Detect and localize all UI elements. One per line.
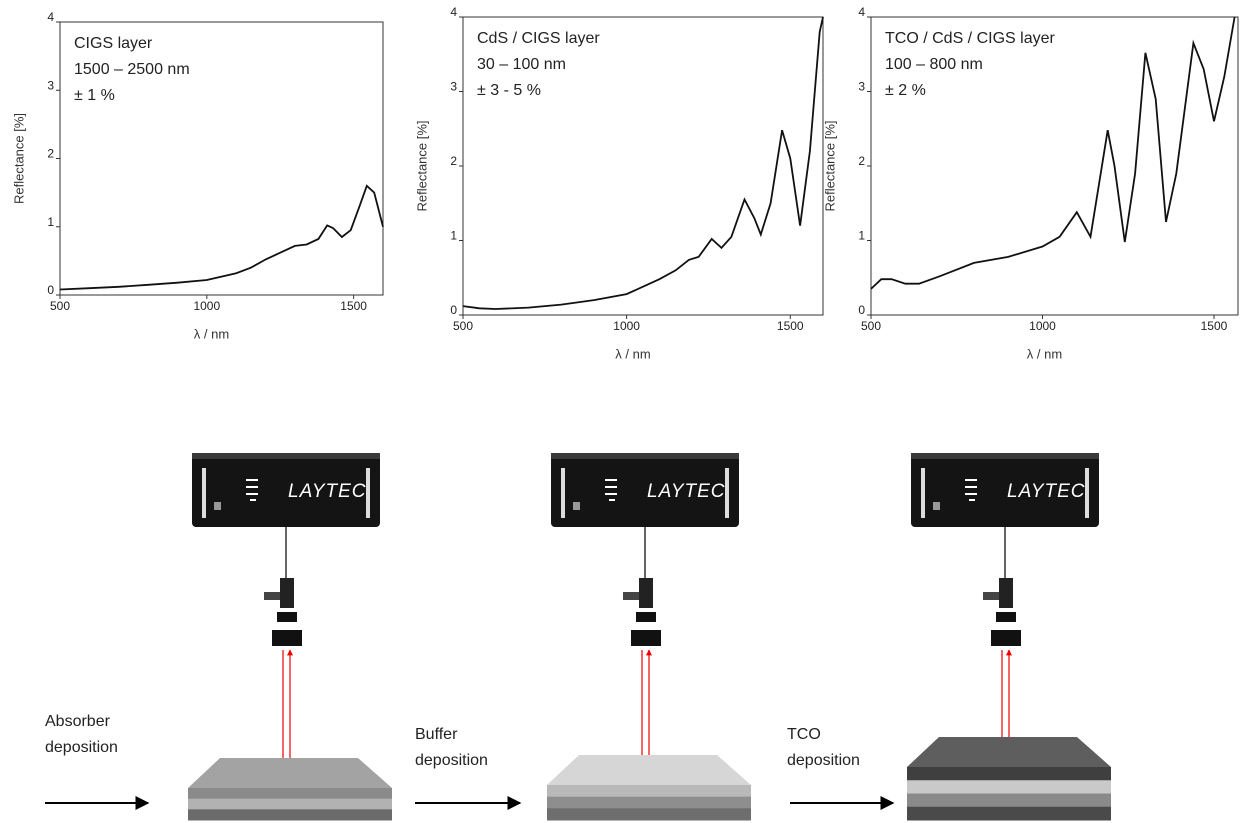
substrate-layer — [188, 798, 392, 810]
y-axis-label: Reflectance [%] — [414, 120, 429, 211]
device-led — [573, 502, 580, 510]
stage-label: deposition — [415, 752, 488, 769]
reflectance-line — [462, 16, 824, 310]
y-tick-label: 1 — [450, 229, 457, 243]
device-top — [551, 453, 739, 459]
stage-label: deposition — [45, 739, 118, 756]
sensor-lens — [272, 630, 302, 646]
y-tick-label: 0 — [858, 303, 865, 317]
x-tick-label: 1000 — [613, 319, 640, 333]
annotation: CIGS layer — [74, 35, 153, 52]
substrate-top — [188, 758, 392, 788]
substrate-top — [907, 737, 1111, 767]
y-tick-label: 0 — [450, 303, 457, 317]
logo: LAYTEC — [647, 481, 726, 502]
sensor — [280, 578, 294, 608]
plot-frame — [59, 21, 384, 296]
annotation: ± 3 - 5 % — [477, 82, 541, 99]
x-axis-label: λ / nm — [194, 326, 229, 341]
substrate-layer — [547, 785, 751, 798]
logo-mark — [965, 479, 977, 501]
logo: LAYTEC — [288, 481, 367, 502]
annotation: 30 – 100 nm — [477, 56, 566, 73]
y-tick-label: 2 — [450, 154, 457, 168]
y-tick-label: 3 — [858, 80, 865, 94]
stage-label: TCO — [787, 726, 821, 743]
device-box — [551, 453, 739, 527]
sensor-cap — [996, 612, 1016, 622]
annotation: 100 – 800 nm — [885, 56, 983, 73]
x-tick-label: 1500 — [340, 299, 367, 313]
reflectance-line — [59, 184, 384, 291]
substrate-layer — [547, 808, 751, 821]
y-tick-label: 4 — [858, 5, 865, 19]
sensor-lens — [631, 630, 661, 646]
x-axis-label: λ / nm — [1027, 346, 1062, 361]
sensor-lens — [991, 630, 1021, 646]
x-tick-label: 1500 — [777, 319, 804, 333]
device-top — [192, 453, 380, 459]
y-tick-label: 3 — [450, 80, 457, 94]
y-tick-label: 1 — [858, 229, 865, 243]
y-tick-label: 2 — [858, 154, 865, 168]
x-tick-label: 500 — [861, 319, 881, 333]
device-bar — [1085, 468, 1089, 518]
y-tick-label: 0 — [47, 283, 54, 297]
sensor — [999, 578, 1013, 608]
sensor-port — [623, 592, 639, 600]
y-axis-label: Reflectance [%] — [11, 113, 26, 204]
x-tick-label: 500 — [453, 319, 473, 333]
annotation: ± 1 % — [74, 87, 115, 104]
stage-label: deposition — [787, 752, 860, 769]
substrate-layer — [907, 793, 1111, 808]
y-tick-label: 2 — [47, 147, 54, 161]
x-axis-label: λ / nm — [615, 346, 650, 361]
sensor-port — [983, 592, 999, 600]
device-top — [911, 453, 1099, 459]
device-box — [911, 453, 1099, 527]
x-tick-label: 500 — [50, 299, 70, 313]
device-led — [933, 502, 940, 510]
x-tick-label: 1000 — [1029, 319, 1056, 333]
device-bar — [561, 468, 565, 518]
annotation: ± 2 % — [885, 82, 926, 99]
sensor-port — [264, 592, 280, 600]
sensor-cap — [636, 612, 656, 622]
substrate-layer — [188, 809, 392, 821]
x-tick-label: 1000 — [193, 299, 220, 313]
x-tick-label: 1500 — [1201, 319, 1228, 333]
sensor — [639, 578, 653, 608]
logo-mark — [605, 479, 617, 501]
y-tick-label: 4 — [450, 5, 457, 19]
substrate-layer — [907, 767, 1111, 781]
device-box — [192, 453, 380, 527]
annotation: CdS / CIGS layer — [477, 30, 600, 47]
substrate-layer — [907, 806, 1111, 821]
sensor-cap — [277, 612, 297, 622]
substrate-top — [547, 755, 751, 785]
stage-label: Absorber — [45, 713, 111, 730]
y-tick-label: 1 — [47, 215, 54, 229]
device-bar — [725, 468, 729, 518]
plot-frame — [462, 16, 824, 316]
annotation: 1500 – 2500 nm — [74, 61, 190, 78]
substrate-layer — [547, 796, 751, 809]
y-tick-label: 4 — [47, 10, 54, 24]
substrate-layer — [907, 780, 1111, 794]
reflectance-line — [870, 16, 1236, 290]
device-bar — [366, 468, 370, 518]
device-led — [214, 502, 221, 510]
stage-label: Buffer — [415, 726, 458, 743]
device-bar — [202, 468, 206, 518]
device-bar — [921, 468, 925, 518]
logo-mark — [246, 479, 258, 501]
annotation: TCO / CdS / CIGS layer — [885, 30, 1055, 47]
logo: LAYTEC — [1007, 481, 1086, 502]
y-tick-label: 3 — [47, 78, 54, 92]
y-axis-label: Reflectance [%] — [822, 120, 837, 211]
substrate-layer — [188, 788, 392, 800]
